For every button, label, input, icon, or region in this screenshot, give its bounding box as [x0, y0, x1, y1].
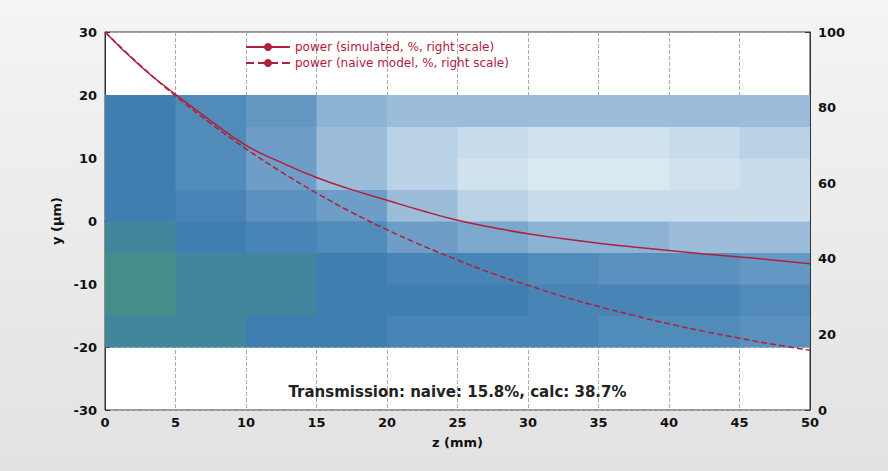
svg-text:80: 80 [818, 100, 836, 115]
svg-text:15: 15 [307, 415, 325, 430]
svg-text:y (µm): y (µm) [49, 197, 64, 245]
svg-text:25: 25 [448, 415, 466, 430]
svg-text:power (naive model, %, right s: power (naive model, %, right scale) [295, 56, 509, 70]
svg-text:45: 45 [730, 415, 748, 430]
svg-text:z (mm): z (mm) [432, 435, 483, 450]
svg-text:20: 20 [818, 327, 836, 342]
svg-text:20: 20 [79, 88, 97, 103]
svg-text:-10: -10 [74, 277, 98, 292]
svg-text:power (simulated, %, right sca: power (simulated, %, right scale) [295, 40, 494, 54]
svg-text:30: 30 [79, 25, 97, 40]
svg-text:Transmission: naive: 15.8%, ca: Transmission: naive: 15.8%, calc: 38.7% [288, 383, 626, 401]
svg-text:0: 0 [88, 214, 97, 229]
svg-text:100: 100 [818, 25, 845, 40]
svg-text:-30: -30 [74, 403, 98, 418]
svg-text:50: 50 [801, 415, 819, 430]
svg-text:40: 40 [660, 415, 678, 430]
svg-text:0: 0 [100, 415, 109, 430]
svg-text:0: 0 [818, 403, 827, 418]
svg-text:20: 20 [378, 415, 396, 430]
svg-text:30: 30 [519, 415, 537, 430]
svg-text:35: 35 [589, 415, 607, 430]
svg-text:-20: -20 [74, 340, 98, 355]
svg-text:60: 60 [818, 176, 836, 191]
svg-text:10: 10 [79, 151, 97, 166]
svg-text:5: 5 [171, 415, 180, 430]
svg-text:10: 10 [237, 415, 255, 430]
svg-text:40: 40 [818, 251, 836, 266]
